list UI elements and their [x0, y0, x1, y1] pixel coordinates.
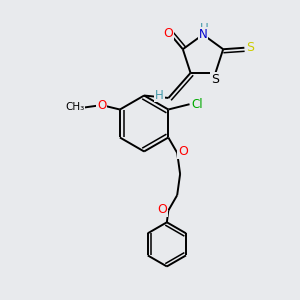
Text: O: O [97, 99, 106, 112]
Text: O: O [178, 145, 188, 158]
Text: CH₃: CH₃ [65, 103, 85, 112]
Text: O: O [158, 203, 167, 216]
Text: H: H [155, 88, 164, 101]
Text: Cl: Cl [191, 98, 203, 111]
Text: H: H [200, 22, 209, 34]
Text: O: O [163, 26, 173, 40]
Text: S: S [246, 41, 254, 54]
Text: N: N [199, 28, 207, 41]
Text: S: S [212, 73, 220, 86]
